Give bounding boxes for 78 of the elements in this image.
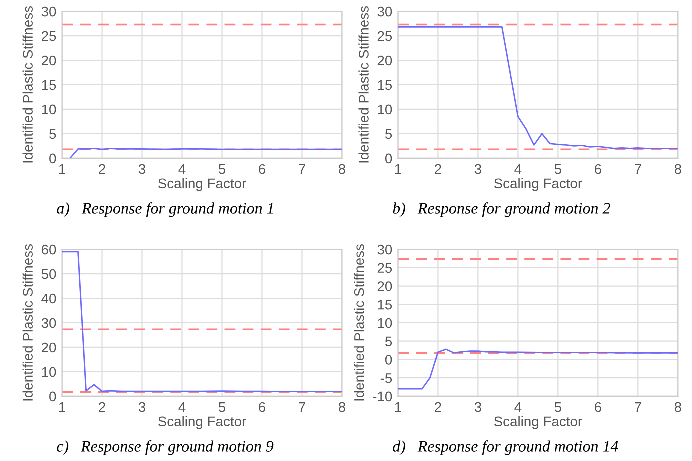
line-series bbox=[62, 251, 342, 392]
y-tick-label: 25 bbox=[378, 31, 392, 42]
y-tick-label: 30 bbox=[378, 244, 392, 255]
x-tick-label: 5 bbox=[218, 164, 226, 174]
x-tick-label: 2 bbox=[435, 164, 442, 174]
x-tick-label: 6 bbox=[259, 402, 266, 412]
x-tick-label: 1 bbox=[59, 402, 66, 412]
y-tick-label: 0 bbox=[50, 392, 56, 402]
y-tick-label: 15 bbox=[42, 80, 56, 90]
y-axis-title: Identified Plastic Stiffness bbox=[354, 244, 364, 401]
x-axis-title: Scaling Factor bbox=[158, 416, 246, 430]
y-tick-label: 10 bbox=[42, 104, 56, 115]
x-tick-label: 1 bbox=[59, 164, 66, 174]
x-tick-label: 4 bbox=[514, 164, 522, 174]
y-tick-label: 20 bbox=[378, 56, 392, 66]
x-tick-label: 2 bbox=[435, 402, 442, 412]
y-axis-title: Identified Plastic Stiffness bbox=[22, 244, 33, 401]
line-series bbox=[398, 26, 678, 150]
y-tick-label: 10 bbox=[42, 367, 56, 378]
y-tick-label: 25 bbox=[378, 263, 392, 274]
y-tick-label: 30 bbox=[42, 318, 56, 328]
x-tick-label: 3 bbox=[474, 164, 482, 174]
y-tick-label: 5 bbox=[385, 336, 392, 347]
x-axis-title: Scaling Factor bbox=[494, 178, 582, 192]
line-series bbox=[398, 348, 678, 390]
x-tick-label: 7 bbox=[635, 402, 642, 412]
y-axis-title: Identified Plastic Stiffness bbox=[358, 6, 369, 163]
x-tick-label: 3 bbox=[138, 164, 146, 174]
text: c) Response for ground motion 9 bbox=[57, 440, 274, 456]
x-tick-label: 8 bbox=[674, 402, 682, 412]
y-tick-label: 50 bbox=[42, 269, 56, 280]
x-tick-label: 6 bbox=[595, 402, 602, 412]
y-tick-label: 20 bbox=[42, 56, 56, 66]
x-tick-label: 6 bbox=[259, 164, 266, 174]
x-tick-label: 8 bbox=[674, 164, 682, 174]
line-series bbox=[70, 148, 342, 158]
x-tick-label: 2 bbox=[99, 164, 106, 174]
y-tick-label: 25 bbox=[42, 31, 56, 42]
y-tick-label: 0 bbox=[50, 154, 56, 164]
x-axis-title: Scaling Factor bbox=[494, 416, 582, 430]
y-tick-label: -5 bbox=[380, 374, 392, 384]
x-tick-label: 4 bbox=[178, 164, 186, 174]
x-tick-label: 2 bbox=[99, 402, 106, 412]
y-tick-label: 0 bbox=[385, 355, 392, 365]
x-axis-title: Scaling Factor bbox=[158, 178, 246, 192]
y-tick-label: -10 bbox=[373, 392, 392, 402]
y-tick-label: 40 bbox=[42, 294, 56, 304]
x-tick-label: 1 bbox=[395, 164, 402, 174]
y-tick-label: 30 bbox=[378, 6, 392, 17]
text: a) Response for ground motion 1 bbox=[57, 202, 274, 218]
y-tick-label: 0 bbox=[385, 154, 392, 164]
x-tick-label: 3 bbox=[474, 402, 482, 412]
y-axis-title: Identified Plastic Stiffness bbox=[22, 6, 33, 163]
x-tick-label: 7 bbox=[299, 402, 306, 412]
x-tick-label: 4 bbox=[178, 402, 186, 412]
y-tick-label: 10 bbox=[378, 104, 392, 115]
x-tick-label: 7 bbox=[635, 164, 642, 174]
y-tick-label: 5 bbox=[50, 129, 56, 140]
x-tick-label: 8 bbox=[338, 402, 346, 412]
x-tick-label: 3 bbox=[138, 402, 146, 412]
x-tick-label: 5 bbox=[554, 402, 562, 412]
x-tick-label: 4 bbox=[514, 402, 522, 412]
y-tick-label: 60 bbox=[42, 244, 56, 255]
x-tick-label: 5 bbox=[218, 402, 226, 412]
x-tick-label: 7 bbox=[299, 164, 306, 174]
x-tick-label: 6 bbox=[595, 164, 602, 174]
y-tick-label: 5 bbox=[385, 129, 392, 140]
y-tick-label: 20 bbox=[378, 282, 392, 292]
text: b) Response for ground motion 2 bbox=[393, 202, 610, 218]
y-tick-label: 15 bbox=[378, 80, 392, 90]
x-tick-label: 1 bbox=[395, 402, 402, 412]
y-tick-label: 10 bbox=[378, 318, 392, 328]
x-tick-label: 8 bbox=[338, 164, 346, 174]
y-tick-label: 15 bbox=[378, 300, 392, 310]
y-tick-label: 20 bbox=[42, 342, 56, 353]
text: d) Response for ground motion 14 bbox=[393, 440, 618, 456]
x-tick-label: 5 bbox=[554, 164, 562, 174]
y-tick-label: 30 bbox=[42, 6, 56, 17]
